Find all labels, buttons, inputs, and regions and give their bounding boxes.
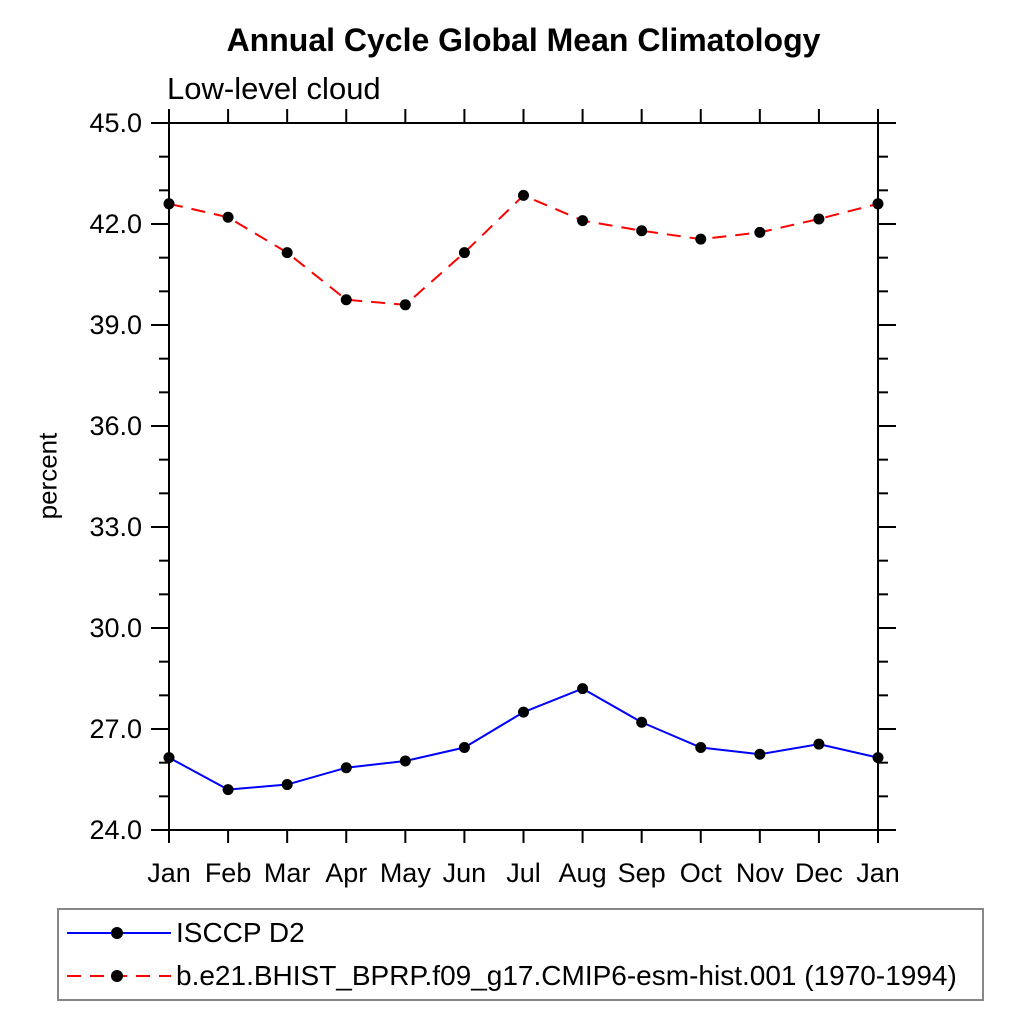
x-tick-label: Jan <box>856 858 900 888</box>
series-line-0 <box>168 687 879 791</box>
series-line-1 <box>168 194 879 306</box>
chart-title: Annual Cycle Global Mean Climatology <box>226 22 821 58</box>
series-marker-1 <box>222 211 234 223</box>
series-marker-1 <box>577 215 589 227</box>
x-tick-label: May <box>380 858 432 888</box>
series-marker-0 <box>577 683 589 695</box>
series-marker-1 <box>754 226 766 238</box>
y-tick-label: 27.0 <box>89 714 142 744</box>
series-marker-0 <box>340 762 352 774</box>
series-marker-0 <box>399 755 411 767</box>
x-tick-label: Nov <box>736 858 785 888</box>
x-tick-label: Jul <box>506 858 541 888</box>
series-marker-1 <box>695 233 707 245</box>
legend-label-isccp: ISCCP D2 <box>176 917 305 948</box>
y-tick-label: 30.0 <box>89 613 142 643</box>
x-tick-label: Jan <box>147 858 191 888</box>
x-tick-label: Sep <box>618 858 666 888</box>
legend-label-model: b.e21.BHIST_BPRP.f09_g17.CMIP6-esm-hist.… <box>176 960 957 991</box>
y-tick-label: 24.0 <box>89 815 142 845</box>
y-tick-label: 39.0 <box>89 310 142 340</box>
series-marker-0 <box>458 742 470 754</box>
series-marker-1 <box>458 247 470 259</box>
y-tick-label: 42.0 <box>89 209 142 239</box>
y-tick-label: 33.0 <box>89 512 142 542</box>
x-tick-label: Dec <box>795 858 843 888</box>
x-tick-label: Jun <box>443 858 487 888</box>
series-marker-0 <box>281 779 293 791</box>
x-tick-label: Feb <box>205 858 252 888</box>
series-marker-1 <box>813 213 825 225</box>
series-marker-1 <box>399 299 411 311</box>
legend-box: ISCCP D2 b.e21.BHIST_BPRP.f09_g17.CMIP6-… <box>57 908 984 1001</box>
y-tick-label: 45.0 <box>89 108 142 138</box>
series-marker-0 <box>695 742 707 754</box>
series-marker-0 <box>163 752 175 764</box>
series-marker-0 <box>636 716 648 728</box>
series-marker-1 <box>340 294 352 306</box>
x-tick-label: Oct <box>680 858 723 888</box>
chart-subtitle: Low-level cloud <box>167 71 381 106</box>
x-tick-label: Mar <box>264 858 311 888</box>
series-marker-1 <box>281 247 293 259</box>
x-tick-label: Aug <box>559 858 607 888</box>
series-marker-1 <box>872 198 884 210</box>
series-marker-1 <box>518 189 529 201</box>
y-tick-label: 36.0 <box>89 411 142 441</box>
plot-frame <box>168 122 879 831</box>
series-marker-0 <box>813 738 825 750</box>
series-marker-0 <box>872 752 884 764</box>
series-marker-0 <box>222 784 234 796</box>
series-marker-1 <box>636 225 648 237</box>
legend-marker-dot-icon <box>111 970 123 982</box>
legend-sample-isccp <box>67 927 171 939</box>
series-marker-0 <box>754 748 766 760</box>
legend-item-isccp: ISCCP D2 <box>66 917 982 950</box>
series-marker-1 <box>163 198 175 210</box>
legend-item-model: b.e21.BHIST_BPRP.f09_g17.CMIP6-esm-hist.… <box>66 960 982 993</box>
legend-marker-dot-icon <box>111 927 123 939</box>
x-tick-label: Apr <box>325 858 367 888</box>
series-marker-0 <box>518 706 529 718</box>
legend-sample-model <box>67 970 171 982</box>
